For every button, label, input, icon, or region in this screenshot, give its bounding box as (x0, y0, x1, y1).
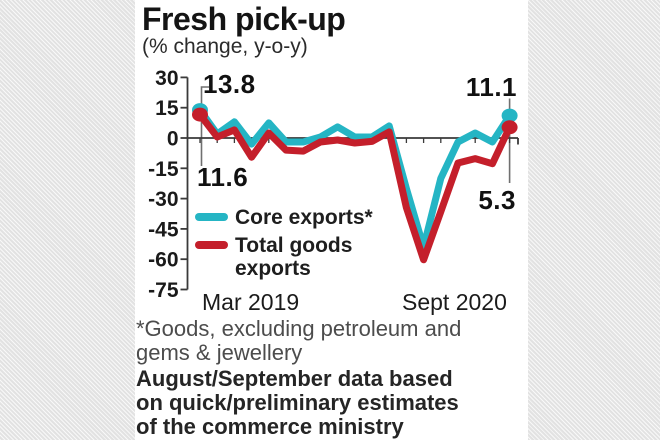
endpoint-dot (501, 108, 518, 123)
legend-label-total: Total goods exports (235, 234, 353, 280)
footnote-data-source: August/September data based on quick/pre… (136, 367, 459, 439)
endpoint-dot (192, 107, 208, 122)
footnote-goods-definition: *Goods, excluding petroleum and gems & j… (136, 317, 461, 365)
legend-label-core: Core exports* (235, 206, 373, 229)
total-goods-swatch-icon (195, 241, 228, 249)
legend-item-core: Core exports* (195, 206, 375, 229)
x-axis-label-end: Sept 2020 (402, 289, 507, 315)
y-axis-label: -30 (148, 188, 178, 211)
y-axis-label: -75 (148, 279, 179, 302)
x-axis-label-start: Mar 2019 (202, 289, 300, 315)
footnote-line: August/September data based (136, 366, 453, 391)
legend-item-total: Total goods exports (195, 234, 375, 280)
footnote-line: of the commerce ministry (136, 414, 404, 439)
endpoint-dot (501, 120, 518, 135)
annotation-core-end: 11.1 (465, 72, 517, 102)
footnote-line: gems & jewellery (136, 340, 303, 365)
line-total-goods-exports (196, 111, 514, 264)
core-exports-swatch-icon (195, 213, 228, 221)
annotation-connector-start (200, 86, 209, 166)
footnote-line: *Goods, excluding petroleum and (136, 316, 462, 341)
annotation-core-start: 13.8 (203, 69, 256, 99)
exports-line-chart: 30 15 0 -15 -30 -45 -60 -75 (148, 67, 519, 302)
page-title: Fresh pick-up (142, 1, 346, 37)
line-core-exports- (196, 106, 514, 251)
y-axis-label: -15 (148, 158, 179, 181)
infographic-panel: Fresh pick-up (% change, y-o-y) 30 15 0 -15… (135, 0, 528, 440)
y-axis-label: 0 (167, 128, 179, 151)
annotation-total-end: 5.3 (478, 185, 516, 215)
y-axis-label: 15 (155, 97, 179, 120)
chart-legend: Core exports* Total goods exports (195, 206, 375, 285)
footnote-line: on quick/preliminary estimates (136, 390, 459, 415)
y-axis-label: 30 (155, 67, 178, 90)
y-axis-label: -45 (148, 218, 179, 241)
annotation-total-start: 11.6 (197, 162, 249, 192)
chart-subtitle: (% change, y-o-y) (142, 35, 308, 58)
y-axis-label: -60 (148, 249, 178, 272)
